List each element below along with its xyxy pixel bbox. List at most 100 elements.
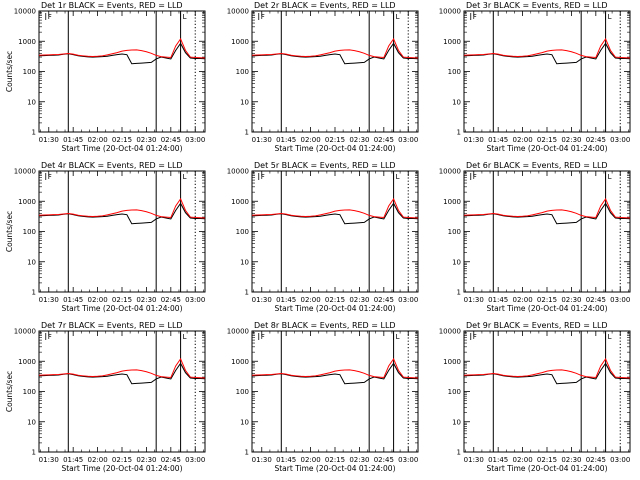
y-tick-label: 1000 [231,198,249,206]
chart-panel-7: Det 7r BLACK = Events, RED = LLD 1 10 100 10… [5,321,206,473]
x-tick-label: 01:30 [252,136,272,144]
x-tick-label: 01:30 [252,456,272,464]
x-tick-label: 02:45 [586,456,606,464]
x-tick-label: 02:30 [136,296,156,304]
chart-panel-2: Det 2r BLACK = Events, RED = LLD 1 10 100 10… [227,1,419,153]
y-tick-label: 1 [457,129,461,137]
panel-title: Det 7r BLACK = Events, RED = LLD [41,321,183,330]
x-tick-label: 02:15 [325,456,345,464]
y-tick-label: 1 [32,289,36,297]
x-tick-label: 01:45 [63,456,83,464]
y-tick-label: 1 [32,129,36,137]
y-tick-label: 100 [236,68,249,76]
chart-panel-9: Det 9r BLACK = Events, RED = LLD 1 10 100 10… [439,321,631,473]
x-axis-title: Start Time (20-Oct-04 01:24:00) [274,144,395,153]
x-tick-label: 02:00 [87,296,107,304]
x-tick-label: 02:00 [512,136,532,144]
lld-line [38,37,206,59]
x-axis-title: Start Time (20-Oct-04 01:24:00) [274,464,395,473]
x-tick-label: 01:30 [464,296,484,304]
x-tick-label: 02:00 [300,296,320,304]
y-tick-label: 10000 [439,328,461,336]
x-tick-label: 03:00 [398,296,418,304]
y-tick-label: 10000 [227,168,249,176]
x-tick-label: 02:15 [112,296,132,304]
marker-label: F [473,173,477,181]
panel-title: Det 6r BLACK = Events, RED = LLD [466,161,608,170]
x-tick-label: 02:00 [87,456,107,464]
marker-label: L [396,13,400,21]
x-tick-label: 02:30 [561,456,581,464]
x-tick-label: 02:00 [300,136,320,144]
x-tick-label: 02:00 [512,296,532,304]
y-axis-title: Counts/sec [5,51,14,92]
x-tick-label: 01:30 [39,136,59,144]
x-tick-label: 03:00 [185,456,205,464]
x-tick-label: 02:00 [512,456,532,464]
y-tick-label: 1 [245,129,249,137]
marker-label: L [396,173,400,181]
y-tick-label: 10 [27,258,36,266]
marker-label: L [608,333,612,341]
y-tick-label: 100 [236,228,249,236]
x-tick-label: 02:45 [374,136,394,144]
x-tick-label: 02:45 [374,296,394,304]
y-tick-label: 1 [457,449,461,457]
x-tick-label: 01:45 [488,456,508,464]
y-tick-label: 1 [245,449,249,457]
y-tick-label: 1000 [443,358,461,366]
x-tick-label: 03:00 [398,456,418,464]
y-tick-label: 1000 [18,358,36,366]
y-tick-label: 100 [23,68,36,76]
panel-title: Det 4r BLACK = Events, RED = LLD [41,161,183,170]
x-tick-label: 01:45 [488,136,508,144]
chart-panel-6: Det 6r BLACK = Events, RED = LLD 1 10 100 10… [439,161,631,313]
x-tick-label: 02:30 [349,296,369,304]
panel-title: Det 9r BLACK = Events, RED = LLD [466,321,608,330]
x-tick-label: 02:45 [586,136,606,144]
y-axis-title: Counts/sec [5,371,14,412]
x-tick-label: 01:45 [276,136,296,144]
marker-label: F [261,13,265,21]
y-tick-label: 10000 [14,168,36,176]
chart-panel-3: Det 3r BLACK = Events, RED = LLD 1 10 100 10… [439,1,631,153]
y-tick-label: 10 [452,98,461,106]
y-tick-label: 10 [452,258,461,266]
x-tick-label: 03:00 [398,136,418,144]
x-tick-label: 01:45 [63,296,83,304]
lld-line [251,197,419,219]
x-axis-title: Start Time (20-Oct-04 01:24:00) [486,304,607,313]
marker-label: F [48,13,52,21]
x-tick-label: 02:30 [349,136,369,144]
x-tick-label: 01:30 [464,136,484,144]
y-tick-label: 1000 [18,198,36,206]
x-tick-label: 02:15 [325,136,345,144]
panel-title: Det 5r BLACK = Events, RED = LLD [254,161,396,170]
marker-label: F [48,333,52,341]
y-tick-label: 10 [240,98,249,106]
y-tick-label: 10000 [227,328,249,336]
x-tick-label: 02:45 [161,296,181,304]
x-tick-label: 02:30 [561,296,581,304]
x-tick-label: 03:00 [185,136,205,144]
y-tick-label: 100 [23,388,36,396]
marker-label: F [261,333,265,341]
marker-label: L [183,333,187,341]
x-axis-title: Start Time (20-Oct-04 01:24:00) [61,464,182,473]
y-tick-label: 1000 [443,198,461,206]
x-tick-label: 03:00 [610,136,630,144]
marker-label: F [473,13,477,21]
y-axis-title: Counts/sec [5,211,14,252]
x-tick-label: 02:30 [136,456,156,464]
x-tick-label: 03:00 [610,456,630,464]
marker-label: L [608,13,612,21]
x-tick-label: 03:00 [610,296,630,304]
chart-panel-8: Det 8r BLACK = Events, RED = LLD 1 10 100 10… [227,321,419,473]
chart-panel-5: Det 5r BLACK = Events, RED = LLD 1 10 100 10… [227,161,419,313]
x-tick-label: 02:15 [112,456,132,464]
y-tick-label: 100 [448,68,461,76]
x-tick-label: 02:30 [349,456,369,464]
x-tick-label: 02:00 [87,136,107,144]
panel-title: Det 2r BLACK = Events, RED = LLD [254,1,396,10]
y-tick-label: 1000 [231,38,249,46]
